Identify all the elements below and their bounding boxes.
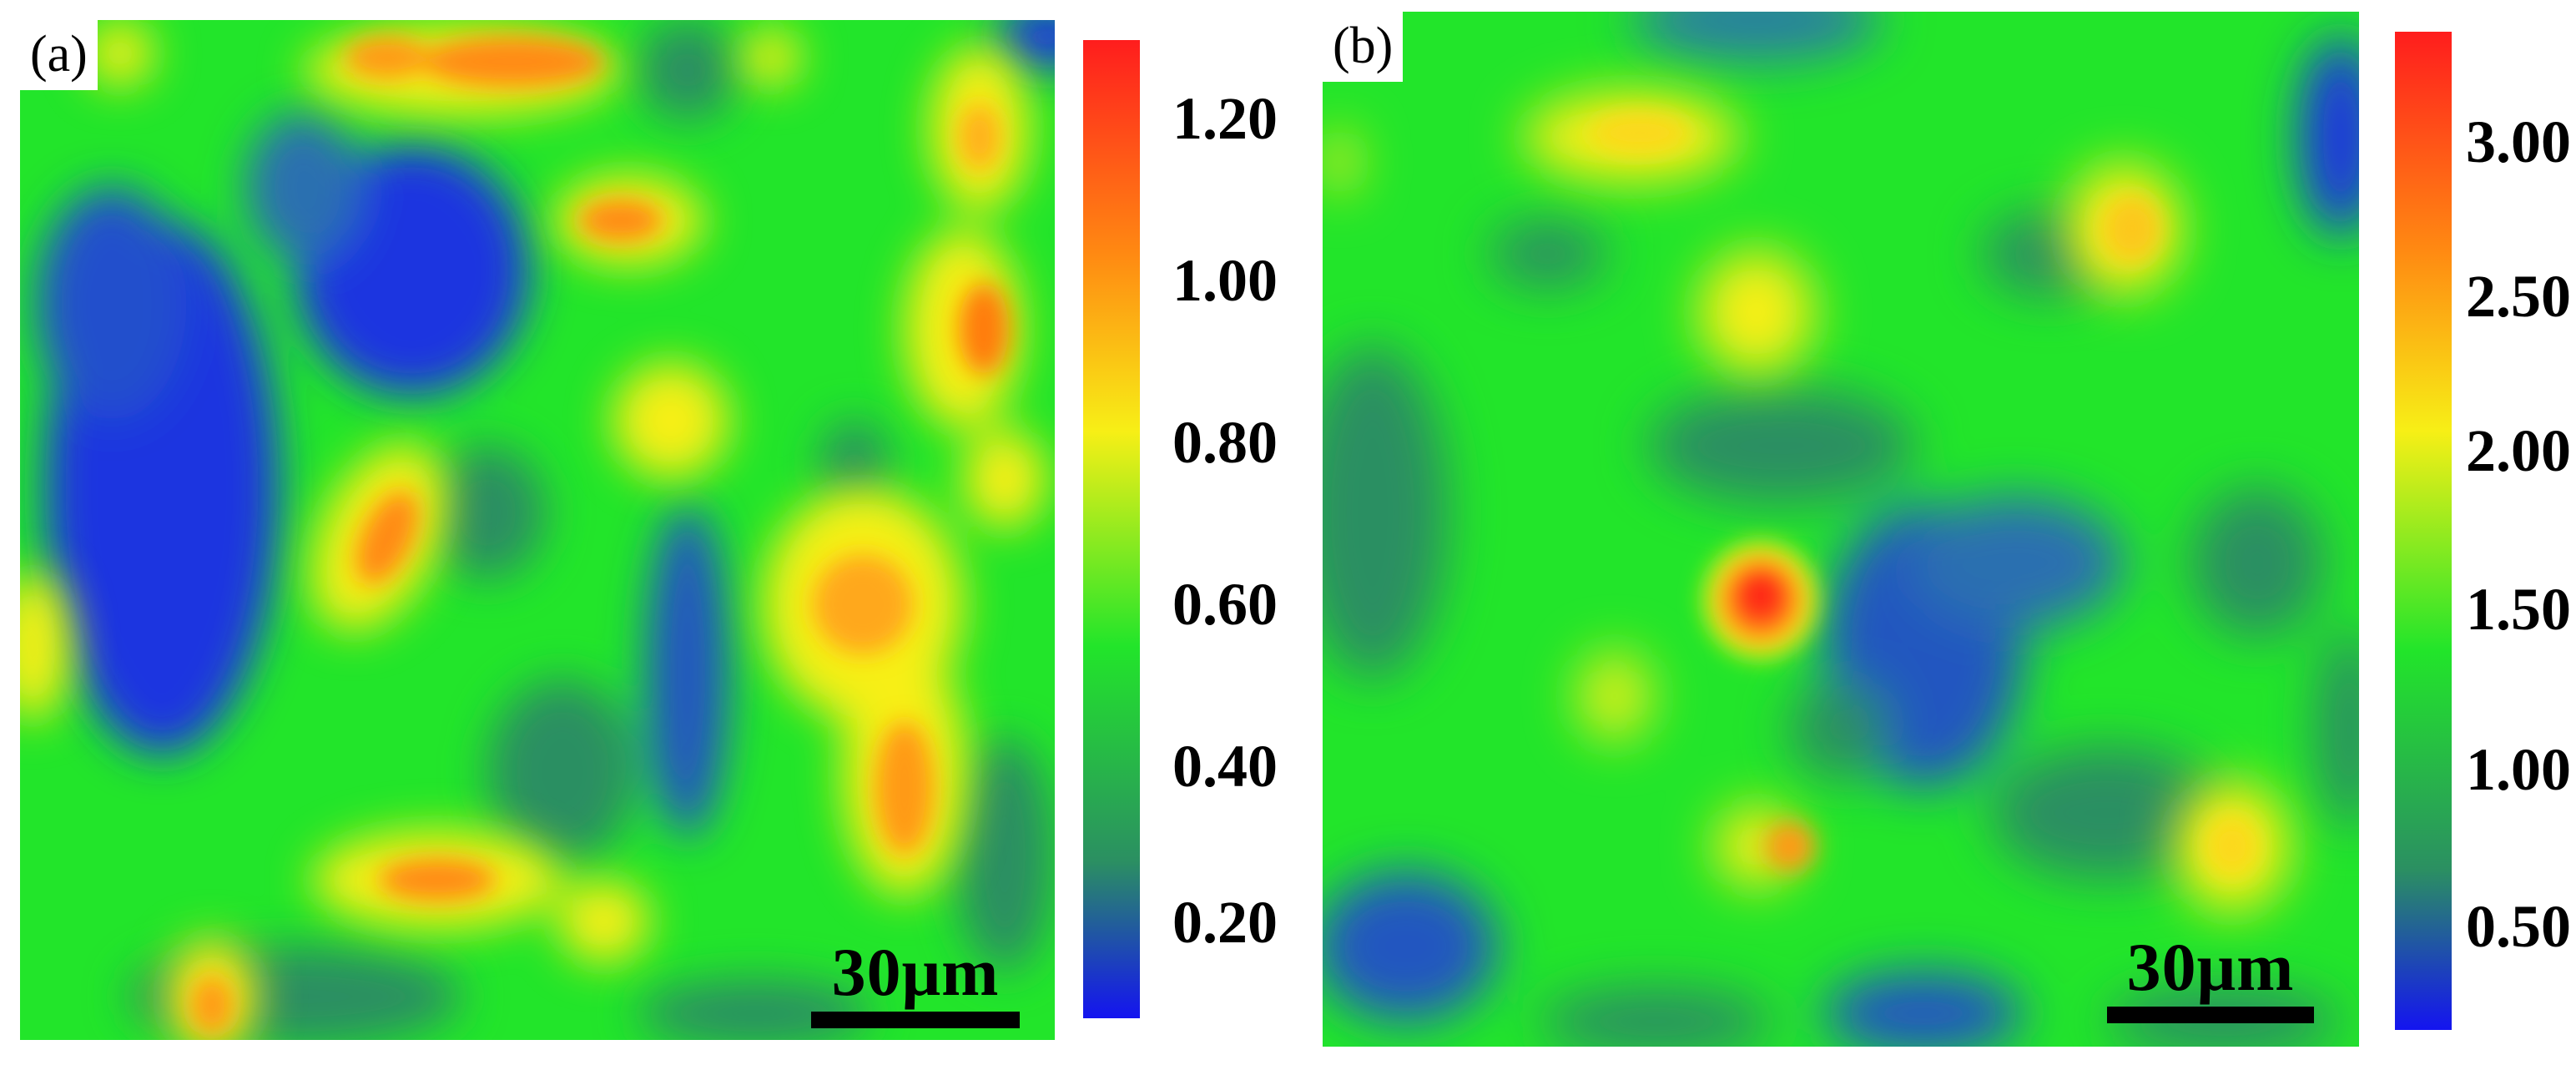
colorbar-b (2395, 32, 2452, 1030)
intensity-map-a (20, 20, 1055, 1040)
scale-bar-label-b: 30μm (2126, 929, 2295, 1005)
scale-bar-line-b (2107, 1007, 2314, 1023)
colorbar-tick-a-1: 1.00 (1172, 247, 1278, 314)
panel-label-a: (a) (20, 20, 98, 90)
peak-cores-a (191, 37, 1009, 1034)
colorbar-tick-b-3: 1.50 (2466, 576, 2571, 643)
peak-cores-b (1590, 112, 2257, 876)
colorbar-a (1083, 40, 1140, 1018)
intensity-map-b (1323, 12, 2359, 1047)
high-halos-a (20, 20, 1046, 1040)
map-panel-a: (a) 30μm (20, 20, 1055, 1040)
colorbar-tick-b-0: 3.00 (2466, 109, 2571, 175)
colorbar-tick-a-2: 0.80 (1172, 409, 1278, 476)
panel-label-b: (b) (1323, 12, 1404, 82)
low-regions-b (1323, 12, 2359, 1047)
scale-bar-a: 30μm (811, 938, 1020, 1028)
colorbar-tick-b-4: 1.00 (2466, 736, 2571, 803)
map-panel-b: (b) 30μm (1323, 12, 2359, 1047)
colorbar-tick-b-5: 0.50 (2466, 893, 2571, 960)
colorbar-tick-b-1: 2.50 (2466, 263, 2571, 330)
scale-bar-line-a (811, 1012, 1020, 1028)
colorbar-tick-a-4: 0.40 (1172, 733, 1278, 800)
colorbar-tick-a-5: 0.20 (1172, 889, 1278, 956)
colorbar-tick-b-2: 2.00 (2466, 417, 2571, 484)
colorbar-tick-a-3: 0.60 (1172, 571, 1278, 638)
scale-bar-label-a: 30μm (831, 934, 1000, 1010)
colorbar-tick-a-0: 1.20 (1172, 85, 1278, 152)
scale-bar-b: 30μm (2107, 933, 2314, 1023)
